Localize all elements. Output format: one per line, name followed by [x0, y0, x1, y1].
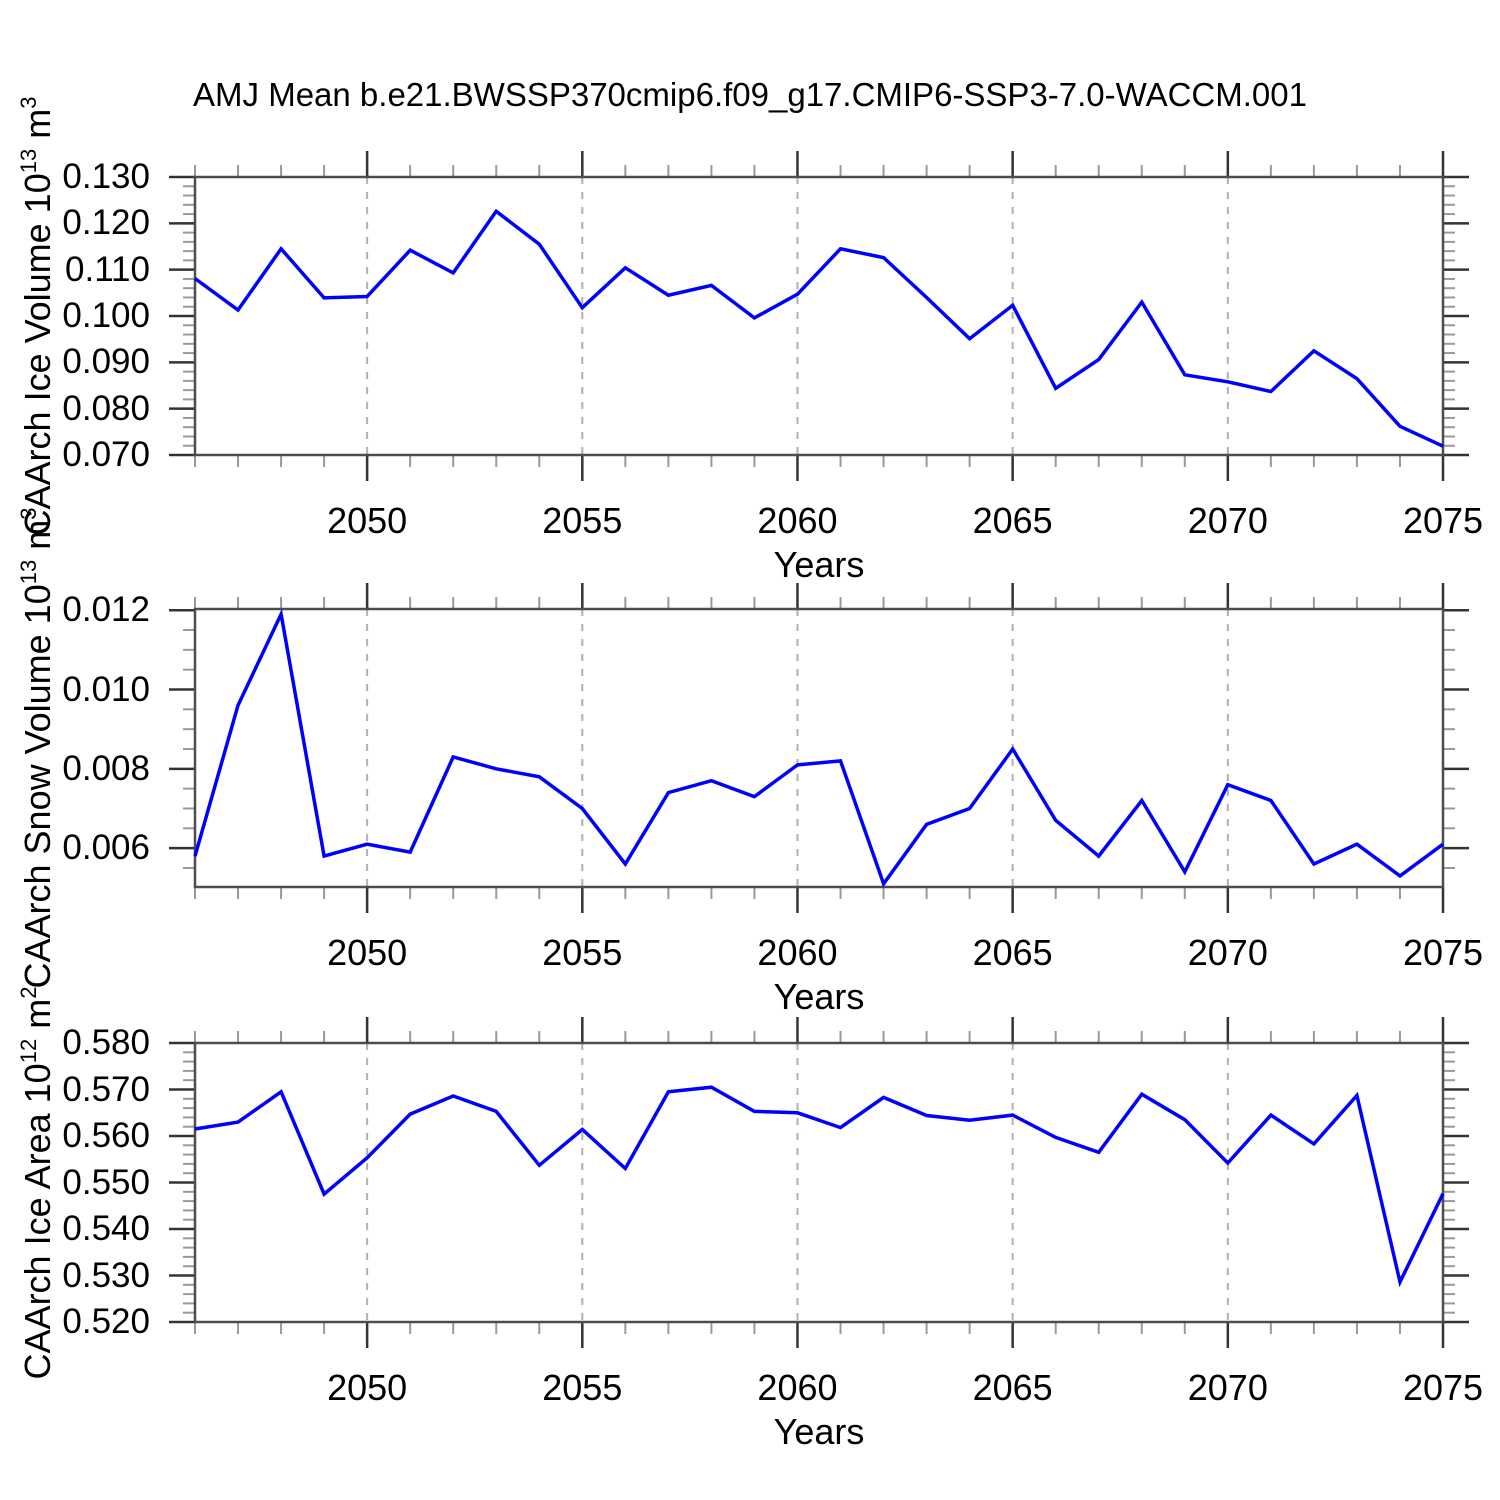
y-tick-label: 0.070 [62, 435, 150, 474]
plot-frame [193, 607, 1445, 889]
y-tick-label: 0.080 [62, 388, 150, 428]
superscript: 3 [16, 507, 41, 520]
y-tick-label: 0.540 [62, 1209, 150, 1248]
y-tick-label: 0.110 [65, 249, 150, 289]
y-tick-label: 0.010 [62, 669, 150, 709]
y-tick-label: 0.090 [62, 342, 150, 382]
x-tick-label: 2065 [972, 932, 1053, 973]
panel-ice-volume [169, 151, 1469, 481]
x-tick-label: 2050 [327, 500, 408, 541]
data-line-ice-area [194, 1085, 1445, 1288]
y-tick-label: 0.012 [62, 590, 150, 630]
x-tick-label: 2055 [542, 932, 623, 973]
superscript: 13 [16, 148, 41, 174]
y-tick-label: 0.550 [62, 1162, 150, 1202]
superscript: 3 [16, 96, 41, 109]
y-tick-label: 0.130 [62, 157, 150, 196]
panel-ice-area [169, 1017, 1469, 1348]
y-tick-label: 0.580 [62, 1023, 150, 1062]
y-axis-title: CAArch Ice Area 1012 m2 [16, 986, 58, 1379]
data-line-ice-volume [193, 208, 1444, 448]
x-tick-label: 2070 [1187, 932, 1268, 973]
plot-frame [193, 1041, 1445, 1324]
panel-snow-volume [169, 583, 1469, 913]
x-tick-label: 2060 [757, 1367, 838, 1408]
x-tick-label: 2075 [1402, 1367, 1484, 1408]
plot-frame [193, 175, 1445, 457]
x-tick-label: 2065 [972, 1367, 1053, 1408]
x-axis-title: Years [773, 976, 865, 1017]
y-tick-label: 0.520 [62, 1302, 150, 1341]
x-tick-label: 2050 [327, 932, 408, 973]
y-tick-label: 0.570 [62, 1069, 150, 1109]
y-tick-label: 0.120 [62, 203, 150, 243]
x-tick-label: 2055 [542, 500, 623, 541]
x-tick-label: 2070 [1187, 500, 1268, 541]
x-tick-label: 2075 [1402, 500, 1484, 541]
superscript: 12 [16, 1038, 41, 1063]
y-tick-label: 0.530 [62, 1255, 150, 1295]
superscript: 13 [16, 559, 41, 585]
y-tick-label: 0.560 [62, 1116, 150, 1155]
y-tick-label: 0.006 [62, 828, 150, 868]
superscript: 2 [16, 986, 41, 999]
x-tick-label: 2060 [757, 500, 838, 541]
data-line-snow-volume [193, 608, 1445, 888]
x-tick-label: 2050 [327, 1367, 408, 1408]
x-tick-label: 2070 [1187, 1367, 1268, 1408]
x-axis-title: Years [773, 1411, 865, 1452]
figure-title: AMJ Mean b.e21.BWSSP370cmip6.f09_g17.CMI… [193, 76, 1307, 113]
x-tick-label: 2055 [542, 1367, 623, 1408]
y-tick-label: 0.008 [62, 748, 150, 788]
x-tick-label: 2060 [757, 932, 838, 973]
x-axis-title: Years [773, 544, 865, 585]
x-tick-label: 2065 [972, 500, 1053, 541]
y-tick-label: 0.100 [62, 296, 150, 335]
x-tick-label: 2075 [1402, 932, 1484, 973]
